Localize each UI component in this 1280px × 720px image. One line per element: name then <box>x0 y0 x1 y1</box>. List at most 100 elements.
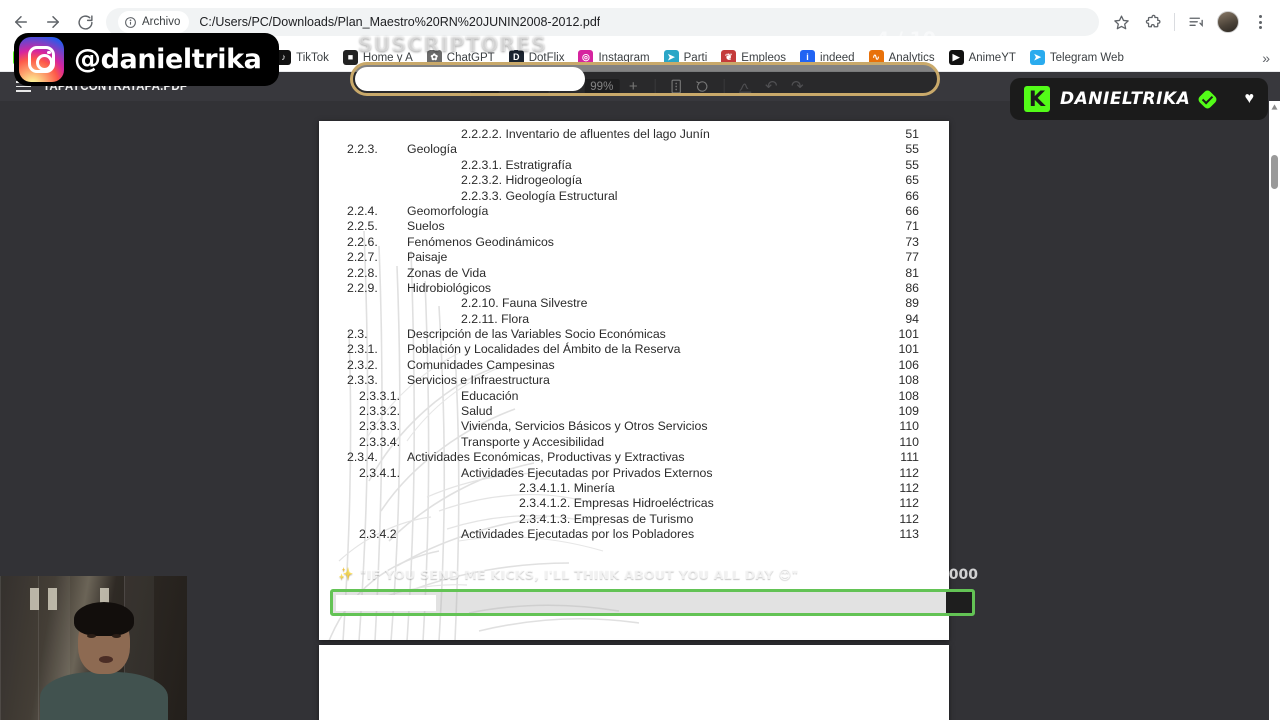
goal-label: SUSCRIPTORES <box>358 32 548 56</box>
toc-row-label: 2.2.3.3. Geología Estructural <box>461 188 618 203</box>
toc-row-label: 2.3.4.1.1. Minería <box>519 480 615 495</box>
bookmark-item[interactable]: ➤ Parti <box>657 47 715 68</box>
toc-row: 2.3.4.1. Actividades Ejecutadas por Priva… <box>319 466 949 481</box>
reload-button[interactable] <box>70 7 100 37</box>
back-button[interactable] <box>6 7 36 37</box>
toc-row-page: 111 <box>900 450 919 465</box>
toc-row-number: 2.3.2. <box>347 357 378 372</box>
toc-row-page: 110 <box>899 419 919 434</box>
toc-row: 2.3. Descripción de las Variables Socio E… <box>319 327 949 342</box>
toc-row-number: 2.3. <box>347 327 368 342</box>
toc-row-page: 110 <box>899 434 919 449</box>
pdf-page-20: 2.2.2.2. Inventario de afluentes del lag… <box>319 121 949 640</box>
toc-row-number: 2.3.3.4. <box>359 434 401 449</box>
profile-avatar-icon[interactable] <box>1214 8 1242 36</box>
toc-row-label: Población y Localidades del Ámbito de la… <box>407 342 681 357</box>
pdf-document-area[interactable]: 2.2.2.2. Inventario de afluentes del lag… <box>0 101 1280 720</box>
toc-row: 2.2.5. Suelos 71 <box>319 219 949 234</box>
toc-row-number: 2.3.3.2. <box>359 404 401 419</box>
toc-row-label: Vivienda, Servicios Básicos y Otros Serv… <box>461 419 708 434</box>
webcam-person-eye-right <box>112 634 121 638</box>
toc-row-page: 108 <box>898 388 919 403</box>
toc-row-page: 109 <box>898 404 919 419</box>
toc-row-page: 51 <box>905 127 919 141</box>
bookmark-item[interactable]: i indeed <box>793 47 862 68</box>
toc-row: 2.3.4. Actividades Económicas, Productiva… <box>319 450 949 465</box>
toc-row-label: 2.2.11. Flora <box>461 311 530 326</box>
toc-row-page: 66 <box>905 188 919 203</box>
bookmark-item[interactable]: ■ Home y A <box>336 47 420 68</box>
bookmark-label: indeed <box>820 51 855 64</box>
bookmark-item[interactable]: D DotFlix <box>502 47 572 68</box>
table-of-contents: 2.2.2.2. Inventario de afluentes del lag… <box>319 121 949 543</box>
toc-row: 2.2.4. Geomorfología 66 <box>319 204 949 219</box>
chat-send-button[interactable] <box>946 592 972 613</box>
toc-row: 2.2.3.2. Hidrogeología 65 <box>319 173 949 188</box>
bookmark-label: AnimeYT <box>968 51 1016 64</box>
kick-logo-icon <box>1024 86 1050 112</box>
chrome-menu-icon[interactable] <box>1246 8 1274 36</box>
toc-row: 2.3.4.2 Actividades Ejecutadas por los Po… <box>319 527 949 542</box>
bookmark-item[interactable]: ∿ Analytics <box>862 47 942 68</box>
toc-row-label: Educación <box>461 388 519 403</box>
bookmark-item[interactable]: ♪ TikTok <box>269 47 336 68</box>
webcam-person-hair <box>74 602 134 636</box>
toc-row-label: 2.3.4.1.3. Empresas de Turismo <box>519 511 694 526</box>
chat-char-count: 293 <box>894 567 925 583</box>
toc-row: 2.2.9. Hidrobiológicos 86 <box>319 281 949 296</box>
webcam-person-eye-left <box>87 634 96 638</box>
scroll-thumb[interactable] <box>1271 155 1278 189</box>
kick-channel-name: DANIELTRIKA <box>1060 89 1191 109</box>
toc-row-number: 2.2.4. <box>347 203 378 218</box>
toc-row: 2.2.11. Flora 94 <box>319 312 949 327</box>
bookmark-star-icon[interactable] <box>1107 8 1135 36</box>
parti-favicon: ➤ <box>663 50 679 65</box>
bookmark-item[interactable]: ➤ Telegram Web <box>1023 47 1131 68</box>
forward-button[interactable] <box>38 7 68 37</box>
toc-row-page: 106 <box>898 357 919 372</box>
toc-row-page: 89 <box>905 296 919 311</box>
toc-row-page: 66 <box>905 203 919 218</box>
toc-row-page: 86 <box>905 280 919 295</box>
toc-row: 2.3.3.1. Educación 108 <box>319 389 949 404</box>
chat-input-container[interactable] <box>330 589 975 616</box>
toc-row-label: Hidrobiológicos <box>407 280 492 295</box>
webcam-person-mouth <box>99 656 113 663</box>
toc-row-label: Descripción de las Variables Socio Econó… <box>407 327 666 342</box>
bookmark-label: Home y A <box>362 51 413 64</box>
chat-character-counter: 293 / 2000 <box>895 567 978 583</box>
toc-row-label: 2.2.3.2. Hidrogeología <box>461 173 583 188</box>
bookmark-item[interactable]: ◎ Instagram <box>571 47 656 68</box>
toc-row-page: 77 <box>905 250 919 265</box>
chat-message-text: "IF YOU SEND ME KICKS, I'LL THINK ABOUT … <box>359 566 799 582</box>
chatgpt-favicon: ✿ <box>426 50 442 65</box>
file-scheme-badge[interactable]: Archivo <box>118 11 190 33</box>
toc-row-page: 73 <box>905 234 919 249</box>
toc-row-label: Geología <box>407 142 457 157</box>
extensions-puzzle-icon[interactable] <box>1139 8 1167 36</box>
toc-row-number: 2.2.5. <box>347 219 378 234</box>
toc-row: 2.2.3. Geología 55 <box>319 142 949 157</box>
address-bar[interactable]: Archivo C:/Users/PC/Downloads/Plan_Maest… <box>106 8 1099 36</box>
webcam-person-body <box>40 672 168 720</box>
scroll-up-arrow-icon[interactable] <box>1271 104 1278 110</box>
bookmark-item[interactable]: ✿ ChatGPT <box>420 47 502 68</box>
reading-list-icon[interactable] <box>1182 8 1210 36</box>
chat-input[interactable] <box>336 594 436 611</box>
instagram-handle-text: @danieltrika <box>74 44 262 75</box>
toc-row-label: 2.2.3.1. Estratigrafía <box>461 157 572 172</box>
heart-icon[interactable]: ♥ <box>1244 90 1255 107</box>
toc-row-number: 2.2.3. <box>347 142 378 157</box>
bookmarks-overflow-button[interactable]: » <box>1262 49 1270 66</box>
toc-row-label: 2.3.4.1.2. Empresas Hidroeléctricas <box>519 496 714 511</box>
toc-row-page: 112 <box>899 465 919 480</box>
toc-row-number: 2.3.1. <box>347 342 378 357</box>
bookmark-label: Empleos <box>741 51 787 64</box>
toc-row: 2.3.3.4. Transporte y Accesibilidad 110 <box>319 435 949 450</box>
toc-row-page: 101 <box>898 327 919 342</box>
toc-row-page: 55 <box>905 157 919 172</box>
bookmark-item[interactable]: ❦ Empleos <box>714 47 793 68</box>
chat-char-max: / 2000 <box>929 567 978 583</box>
bookmark-item[interactable]: ▶ AnimeYT <box>942 47 1023 68</box>
page-scrollbar[interactable] <box>1269 101 1280 720</box>
